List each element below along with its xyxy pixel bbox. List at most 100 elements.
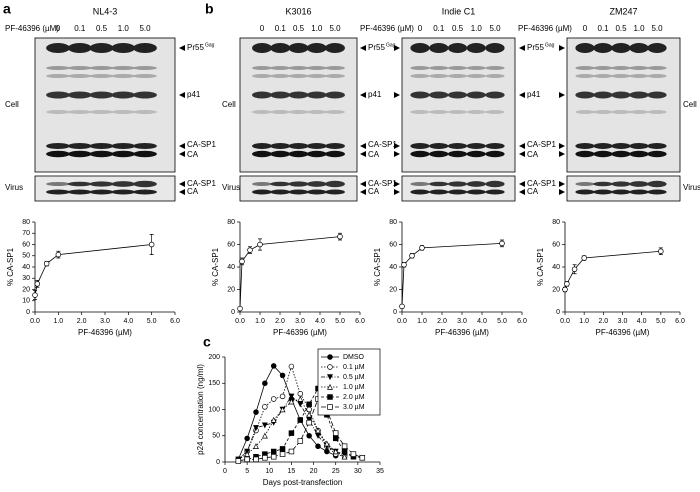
point — [350, 451, 357, 457]
point — [658, 248, 664, 255]
arrowhead — [519, 189, 525, 195]
band — [485, 180, 505, 188]
band — [447, 189, 468, 195]
x-tick-label: 0.0 — [560, 318, 570, 325]
x-tick-label: 1.0 — [579, 318, 589, 325]
band — [133, 150, 157, 158]
point — [270, 454, 277, 460]
point — [261, 422, 268, 429]
concentration: 0 — [418, 24, 423, 33]
arrowhead — [559, 181, 565, 187]
band — [647, 91, 667, 99]
y-tick-label: 200 — [208, 354, 220, 361]
band — [593, 143, 613, 149]
y-tick-label: 60 — [552, 241, 560, 248]
point — [237, 305, 243, 312]
x-tick-label: 1.0 — [53, 318, 63, 325]
band — [575, 150, 595, 158]
band — [466, 110, 486, 114]
point — [341, 443, 348, 450]
band-label: CA-SP1 — [368, 179, 397, 188]
point — [562, 286, 568, 293]
y-tick-label: 40 — [227, 264, 235, 271]
band — [447, 74, 468, 78]
arrowhead — [179, 92, 185, 98]
point — [571, 266, 578, 273]
band — [611, 74, 631, 78]
band — [575, 143, 595, 149]
y-axis-label: % CA-SP1 — [536, 247, 545, 286]
band — [89, 91, 114, 99]
band — [593, 66, 613, 70]
band — [67, 43, 92, 53]
band — [466, 43, 486, 53]
concentration: 1.0 — [471, 24, 483, 33]
x-tick-label: 0 — [223, 468, 227, 475]
band-superscript: Gag — [545, 42, 555, 48]
y-tick-label: 50 — [22, 253, 30, 260]
point — [297, 401, 304, 408]
x-tick-label: 5.0 — [147, 318, 157, 325]
virus-blot — [566, 175, 681, 202]
band — [89, 150, 114, 158]
band — [447, 143, 468, 149]
band-label: p41 — [368, 90, 382, 99]
band — [133, 143, 157, 149]
point — [244, 435, 250, 442]
band — [288, 43, 309, 53]
cell-blot — [239, 37, 358, 173]
y-tick-label: 40 — [552, 264, 560, 271]
band — [410, 150, 430, 158]
concentration: 0.1 — [433, 24, 445, 33]
point — [279, 406, 286, 413]
band — [447, 110, 468, 114]
band-label: CA — [187, 150, 199, 159]
band-label: p41 — [187, 90, 201, 99]
point — [247, 247, 253, 253]
band — [306, 43, 327, 53]
arrowhead — [559, 92, 565, 98]
y-tick-label: 80 — [227, 219, 235, 226]
band — [288, 150, 309, 158]
x-tick-label: 6.0 — [517, 318, 527, 325]
point — [315, 443, 321, 450]
band — [410, 110, 430, 114]
point — [306, 401, 312, 408]
band — [89, 74, 114, 78]
band — [410, 43, 430, 53]
x-axis-label: PF-46396 (µM) — [273, 328, 327, 337]
point — [34, 281, 41, 287]
band — [89, 43, 114, 53]
data-line — [564, 250, 661, 290]
band — [133, 91, 157, 99]
band — [429, 110, 449, 114]
point — [244, 456, 250, 463]
band — [111, 143, 136, 149]
data-line — [34, 244, 152, 296]
band — [67, 66, 92, 70]
band — [89, 110, 114, 114]
x-tick-label: 0.0 — [397, 318, 407, 325]
point — [262, 380, 268, 387]
x-tick-label: 30 — [354, 468, 362, 475]
point — [270, 448, 277, 455]
band — [133, 180, 157, 188]
blot-title: K3016 — [285, 6, 311, 16]
arrowhead — [394, 143, 400, 149]
legend-marker — [327, 354, 333, 360]
band — [306, 110, 327, 114]
band — [46, 150, 70, 158]
band — [429, 91, 449, 99]
band — [306, 143, 327, 149]
arrowhead — [519, 143, 525, 149]
band — [325, 110, 345, 114]
legend-label: 1.0 µM — [343, 384, 365, 391]
point — [253, 456, 259, 463]
y-tick-label: 0 — [26, 309, 30, 316]
point — [279, 372, 286, 379]
data-line — [238, 387, 363, 461]
band — [111, 43, 136, 53]
band — [485, 66, 505, 70]
band — [429, 74, 449, 78]
